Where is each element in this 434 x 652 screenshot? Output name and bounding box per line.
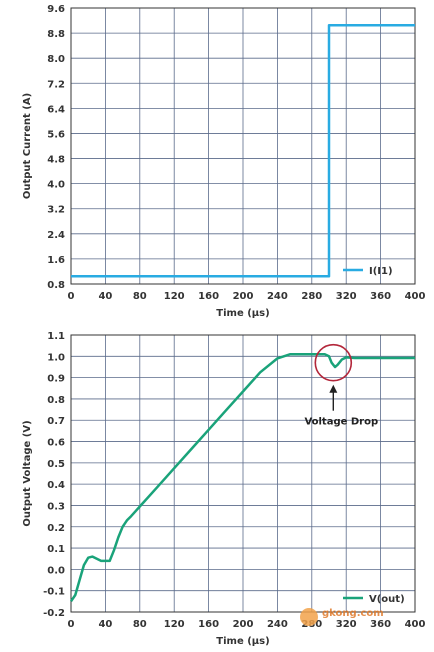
x-tick-label: 40: [98, 619, 112, 630]
x-tick-label: 240: [267, 291, 288, 302]
series-line: [69, 352, 415, 603]
y-tick-label: 7.2: [47, 79, 65, 90]
watermark-logo-icon: [300, 608, 318, 626]
annotation-arrow-head: [329, 384, 338, 393]
y-tick-label: 0.2: [47, 523, 65, 534]
y-tick-label: 0.1: [47, 544, 65, 555]
x-tick-label: 200: [233, 291, 254, 302]
y-tick-label: 8.8: [47, 29, 65, 40]
y-tick-label: 1.0: [47, 352, 65, 363]
y-tick-label: 1.1: [47, 331, 65, 342]
x-axis-label: Time (μs): [216, 308, 269, 319]
y-tick-label: 2.4: [47, 230, 65, 241]
x-tick-label: 400: [405, 619, 426, 630]
y-tick-label: 1.6: [47, 255, 65, 266]
x-tick-label: 120: [164, 291, 185, 302]
y-axis-label: Output Voltage (V): [22, 420, 33, 526]
x-tick-label: 0: [68, 619, 75, 630]
x-tick-label: 200: [233, 619, 254, 630]
y-tick-label: 8.0: [47, 54, 65, 65]
output-current-chart: 0 40 80 120 160 200 240 280 320 360 400 0.8 1.6 2.4 3.…: [22, 4, 426, 319]
y-tick-label: 0.5: [47, 459, 65, 470]
x-tick-label: 240: [267, 619, 288, 630]
y-tick-label: 0.0: [47, 565, 65, 576]
x-tick-label: 160: [198, 619, 219, 630]
legend-label: I(I1): [369, 266, 393, 277]
x-tick-label: 360: [370, 291, 391, 302]
y-axis-label: Output Current (A): [22, 93, 33, 199]
voltage-drop-circle: [314, 343, 353, 382]
x-tick-label: 80: [133, 619, 147, 630]
y-tick-label: 0.7: [47, 416, 65, 427]
x-tick-label: 360: [370, 619, 391, 630]
y-tick-label: 9.6: [47, 4, 65, 15]
y-tick-label: 0.4: [47, 480, 65, 491]
x-tick-label: 160: [198, 291, 219, 302]
x-tick-label: 40: [98, 291, 112, 302]
x-tick-label: 280: [301, 291, 322, 302]
x-tick-label: 320: [336, 291, 357, 302]
x-tick-label: 0: [68, 291, 75, 302]
y-tick-label: -0.2: [43, 608, 65, 619]
y-tick-label: 0.6: [47, 438, 65, 449]
y-tick-label: 6.4: [47, 104, 65, 115]
plot-frame: [70, 334, 416, 613]
watermark-text: gkong.com: [322, 608, 384, 619]
plot-frame: [70, 7, 416, 285]
y-tick-label: -0.1: [43, 587, 65, 598]
x-tick-label: 400: [405, 291, 426, 302]
legend-label: V(out): [369, 594, 405, 605]
y-tick-label: 0.8: [47, 280, 65, 291]
y-tick-label: 5.6: [47, 129, 65, 140]
output-voltage-chart: 04080120160200240280320360400-0.2-0.10.0…: [22, 331, 426, 647]
y-tick-label: 3.2: [47, 205, 65, 216]
x-tick-label: 80: [133, 291, 147, 302]
x-tick-label: 120: [164, 619, 185, 630]
y-tick-label: 0.9: [47, 374, 65, 385]
y-tick-label: 4.8: [47, 155, 65, 166]
series-line: [71, 23, 415, 278]
annotation-label: Voltage Drop: [304, 417, 378, 428]
y-tick-label: 4.0: [47, 180, 65, 191]
x-axis-label: Time (μs): [216, 636, 269, 647]
y-tick-label: 0.3: [47, 501, 65, 512]
watermark: gkong.com: [300, 606, 410, 630]
x-tick-label: 320: [336, 619, 357, 630]
y-tick-label: 0.8: [47, 395, 65, 406]
